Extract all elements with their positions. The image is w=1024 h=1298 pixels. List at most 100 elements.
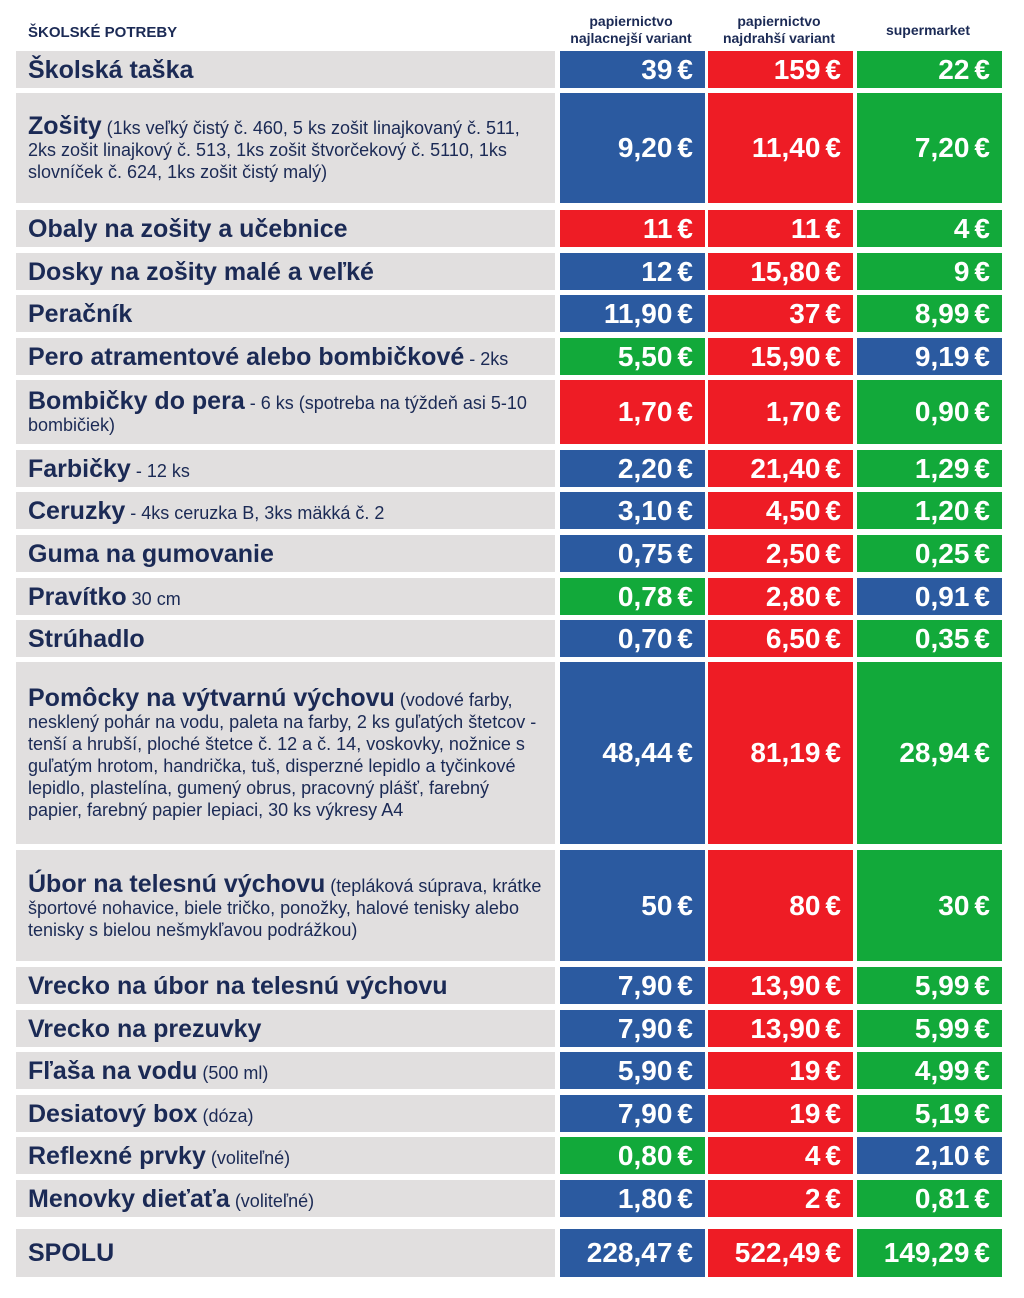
item-name: Desiatový box	[28, 1099, 198, 1128]
price-value: 2,50	[765, 537, 821, 569]
item-name: Pomôcky na výtvarnú výchovu	[28, 684, 395, 712]
currency-symbol: €	[825, 255, 841, 287]
price-cheapest: 11,90 €	[560, 295, 705, 332]
price-most-expensive: 11,40 €	[708, 93, 853, 203]
price-most-expensive: 13,90 €	[708, 1010, 853, 1047]
price-value: 9	[953, 255, 970, 287]
item-name: Úbor na telesnú výchovu	[28, 869, 326, 898]
currency-symbol: €	[825, 1012, 841, 1044]
currency-symbol: €	[974, 53, 990, 85]
price-value: 5,99	[914, 1012, 970, 1044]
item-name: Farbičky	[28, 454, 131, 483]
table-row: Fľaša na vodu (500 ml) 5,90 € 19 €4,99 €	[16, 1052, 1006, 1089]
price-value: 5,19	[914, 1097, 970, 1129]
currency-symbol: €	[974, 1237, 990, 1268]
table-row: Úbor na telesnú výchovu (tepláková súpra…	[16, 850, 1006, 961]
currency-symbol: €	[825, 53, 841, 85]
row-label: Vrecko na úbor na telesnú výchovu	[16, 967, 555, 1004]
currency-symbol: €	[974, 255, 990, 287]
currency-symbol: €	[677, 889, 693, 921]
price-value: 0,78	[617, 580, 673, 612]
table-row: Farbičky - 12 ks 2,20 €21,40 €1,29 €	[16, 450, 1006, 487]
currency-symbol: €	[677, 580, 693, 612]
item-detail: (voliteľné)	[229, 1190, 315, 1211]
currency-symbol: €	[825, 1054, 841, 1086]
price-supermarket: 9 €	[857, 253, 1002, 290]
item-detail: - 12 ks	[130, 460, 190, 481]
price-value: 11	[790, 212, 821, 244]
price-supermarket: 5,19 €	[857, 1095, 1002, 1132]
price-cheapest: 7,90 €	[560, 1095, 705, 1132]
price-supermarket: 5,99 €	[857, 967, 1002, 1004]
price-value: 5,50	[617, 340, 673, 372]
price-value: 19	[789, 1054, 821, 1086]
row-label-text: Peračník	[28, 301, 545, 327]
row-label: Úbor na telesnú výchovu (tepláková súpra…	[16, 850, 555, 961]
item-name: Strúhadlo	[28, 624, 145, 653]
total-name: SPOLU	[28, 1239, 115, 1267]
currency-symbol: €	[974, 452, 990, 484]
currency-symbol: €	[974, 537, 990, 569]
row-label-text: Vrecko na prezuvky	[28, 1016, 545, 1042]
currency-symbol: €	[825, 132, 841, 163]
row-label: Fľaša na vodu (500 ml)	[16, 1052, 555, 1089]
row-label-text: Guma na gumovanie	[28, 541, 545, 567]
row-label-text: Zošity (1ks veľký čistý č. 460, 5 ks zoš…	[28, 113, 545, 183]
price-supermarket: 4,99 €	[857, 1052, 1002, 1089]
price-most-expensive: 4 €	[708, 1137, 853, 1174]
price-value: 1,29	[914, 452, 970, 484]
table-row: Reflexné prvky (voliteľné) 0,80 €4 €2,10 €	[16, 1137, 1006, 1174]
price-cheapest: 7,90 €	[560, 1010, 705, 1047]
item-name: Vrecko na prezuvky	[28, 1014, 262, 1043]
price-value: 149,29	[883, 1237, 970, 1268]
currency-symbol: €	[677, 255, 693, 287]
price-value: 2,10	[914, 1139, 970, 1171]
price-cheapest: 5,90 €	[560, 1052, 705, 1089]
row-label-text: Úbor na telesnú výchovu (tepláková súpra…	[28, 871, 545, 941]
row-label-text: Desiatový box (dóza)	[28, 1101, 545, 1127]
table-row: Zošity (1ks veľký čistý č. 460, 5 ks zoš…	[16, 93, 1006, 203]
price-supermarket: 28,94 €	[857, 662, 1002, 844]
price-supermarket: 5,99 €	[857, 1010, 1002, 1047]
row-label-text: Pero atramentové alebo bombičkové - 2ks	[28, 344, 545, 370]
price-value: 2,80	[765, 580, 821, 612]
row-label: Obaly na zošity a učebnice	[16, 210, 555, 247]
table-row: Dosky na zošity malé a veľké 12 €15,80 €9 €	[16, 253, 1006, 290]
row-label: Zošity (1ks veľký čistý č. 460, 5 ks zoš…	[16, 93, 555, 203]
item-name: Peračník	[28, 299, 133, 328]
price-supermarket: 2,10 €	[857, 1137, 1002, 1174]
currency-symbol: €	[825, 1237, 841, 1268]
currency-symbol: €	[974, 297, 990, 329]
price-supermarket: 0,25 €	[857, 535, 1002, 572]
price-most-expensive: 4,50 €	[708, 492, 853, 529]
total-label: SPOLU	[16, 1229, 555, 1277]
item-detail: (dóza)	[197, 1105, 254, 1126]
item-name: Zošity	[28, 112, 102, 140]
row-label: Strúhadlo	[16, 620, 555, 657]
currency-symbol: €	[974, 580, 990, 612]
row-label-text: Vrecko na úbor na telesnú výchovu	[28, 973, 545, 999]
currency-symbol: €	[825, 452, 841, 484]
price-value: 48,44	[602, 737, 673, 768]
row-label: Dosky na zošity malé a veľké	[16, 253, 555, 290]
currency-symbol: €	[825, 1139, 841, 1171]
price-most-expensive: 2 €	[708, 1180, 853, 1217]
price-cheapest: 1,70 €	[560, 380, 705, 444]
price-value: 37	[789, 297, 821, 329]
price-most-expensive: 21,40 €	[708, 450, 853, 487]
currency-symbol: €	[974, 1182, 990, 1214]
currency-symbol: €	[974, 1012, 990, 1044]
price-value: 4	[953, 212, 970, 244]
total-price-supermarket: 149,29 €	[857, 1229, 1002, 1277]
table-row: Vrecko na úbor na telesnú výchovu 7,90 €13…	[16, 967, 1006, 1004]
price-cheapest: 39 €	[560, 51, 705, 88]
price-value: 12	[641, 255, 673, 287]
price-value: 522,49	[734, 1237, 821, 1268]
price-value: 22	[938, 53, 970, 85]
row-label: Farbičky - 12 ks	[16, 450, 555, 487]
price-most-expensive: 15,80 €	[708, 253, 853, 290]
price-value: 7,90	[617, 1012, 673, 1044]
row-label: Pero atramentové alebo bombičkové - 2ks	[16, 338, 555, 375]
item-detail: (1ks veľký čistý č. 460, 5 ks zošit lina…	[28, 118, 520, 182]
price-value: 0,90	[914, 396, 970, 427]
